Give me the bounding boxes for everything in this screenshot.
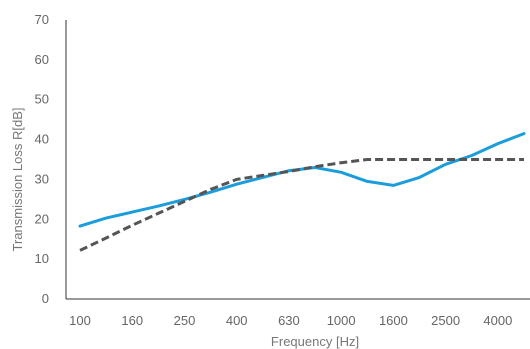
y-tick-label: 10 bbox=[35, 251, 49, 266]
x-tick-label: 100 bbox=[69, 313, 91, 328]
solid-series-line bbox=[78, 132, 526, 228]
x-tick-label: 160 bbox=[121, 313, 143, 328]
dashed-series-line bbox=[79, 158, 524, 252]
y-tick-label: 60 bbox=[35, 52, 49, 67]
x-tick-label: 630 bbox=[278, 313, 300, 328]
x-tick-label: 1600 bbox=[379, 313, 408, 328]
y-tick-label: 40 bbox=[35, 132, 49, 147]
x-tick-label: 4000 bbox=[483, 313, 512, 328]
x-tick-label: 1000 bbox=[327, 313, 356, 328]
x-tick-label: 2500 bbox=[431, 313, 460, 328]
y-axis: 0 10 20 30 40 50 60 70 bbox=[35, 12, 67, 306]
y-tick-label: 50 bbox=[35, 92, 49, 107]
x-axis-title: Frequency [Hz] bbox=[271, 334, 359, 349]
x-tick-label: 250 bbox=[174, 313, 196, 328]
x-axis: 100 160 250 400 630 1000 1600 2500 4000 bbox=[66, 298, 530, 328]
y-tick-label: 70 bbox=[35, 12, 49, 27]
y-tick-label: 0 bbox=[42, 291, 49, 306]
x-tick-label: 400 bbox=[226, 313, 248, 328]
y-tick-label: 30 bbox=[35, 171, 49, 186]
series-lines bbox=[78, 132, 526, 252]
y-axis-title: Transmission Loss R[dB] bbox=[10, 107, 25, 251]
y-tick-label: 20 bbox=[35, 211, 49, 226]
